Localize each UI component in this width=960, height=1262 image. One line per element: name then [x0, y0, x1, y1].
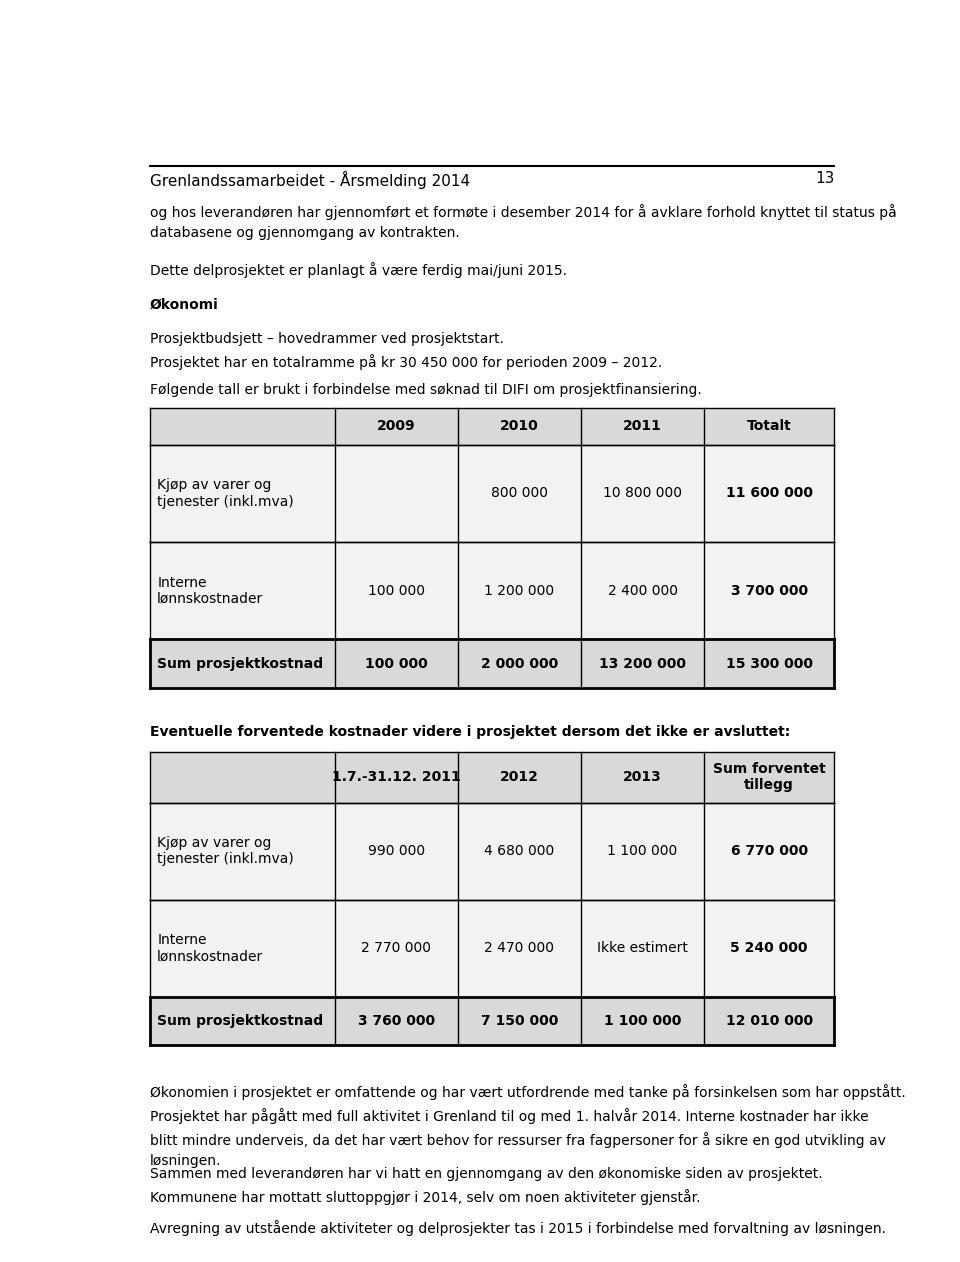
Bar [458, 900, 581, 997]
Bar [458, 408, 581, 445]
Text: 13: 13 [815, 170, 834, 186]
Text: Sum forventet
tillegg: Sum forventet tillegg [713, 762, 826, 793]
Bar [705, 752, 834, 803]
Text: 1 200 000: 1 200 000 [484, 583, 555, 598]
Text: Grenlandssamarbeidet - Årsmelding 2014: Grenlandssamarbeidet - Årsmelding 2014 [150, 170, 469, 189]
Text: 3 700 000: 3 700 000 [731, 583, 807, 598]
Bar [150, 640, 335, 688]
Bar [705, 900, 834, 997]
Text: Kjøp av varer og
tjenester (inkl.mva): Kjøp av varer og tjenester (inkl.mva) [157, 478, 294, 509]
Text: 2012: 2012 [500, 770, 539, 784]
Text: 1 100 000: 1 100 000 [604, 1015, 682, 1029]
Bar [150, 543, 335, 640]
Text: 5 240 000: 5 240 000 [731, 941, 808, 955]
Text: 2 470 000: 2 470 000 [485, 941, 554, 955]
Bar [335, 803, 458, 900]
Text: Økonomien i prosjektet er omfattende og har vært utfordrende med tanke på forsin: Økonomien i prosjektet er omfattende og … [150, 1084, 905, 1169]
Bar [705, 640, 834, 688]
Text: 2009: 2009 [377, 419, 416, 433]
Text: Sammen med leverandøren har vi hatt en gjennomgang av den økonomiske siden av pr: Sammen med leverandøren har vi hatt en g… [150, 1167, 823, 1205]
Text: Dette delprosjektet er planlagt å være ferdig mai/juni 2015.: Dette delprosjektet er planlagt å være f… [150, 262, 566, 278]
Bar [150, 997, 335, 1045]
Text: 990 000: 990 000 [368, 844, 424, 858]
Text: Totalt: Totalt [747, 419, 792, 433]
Bar [581, 445, 705, 543]
Text: 12 010 000: 12 010 000 [726, 1015, 813, 1029]
Bar [335, 640, 458, 688]
Bar [581, 640, 705, 688]
Bar [150, 408, 335, 445]
Text: 7 150 000: 7 150 000 [481, 1015, 558, 1029]
Text: 2 770 000: 2 770 000 [361, 941, 431, 955]
Text: 3 760 000: 3 760 000 [358, 1015, 435, 1029]
Text: 2011: 2011 [623, 419, 662, 433]
Text: Interne
lønnskostnader: Interne lønnskostnader [157, 575, 263, 606]
Text: 100 000: 100 000 [365, 656, 427, 670]
Bar [705, 445, 834, 543]
Bar [581, 997, 705, 1045]
Text: og hos leverandøren har gjennomført et formøte i desember 2014 for å avklare for: og hos leverandøren har gjennomført et f… [150, 204, 897, 241]
Bar [581, 543, 705, 640]
Text: Avregning av utstående aktiviteter og delprosjekter tas i 2015 i forbindelse med: Avregning av utstående aktiviteter og de… [150, 1220, 886, 1237]
Bar [335, 543, 458, 640]
Bar [458, 752, 581, 803]
Text: Prosjektet har en totalramme på kr 30 450 000 for perioden 2009 – 2012.: Prosjektet har en totalramme på kr 30 45… [150, 353, 662, 370]
Bar [150, 900, 335, 997]
Text: Interne
lønnskostnader: Interne lønnskostnader [157, 933, 263, 963]
Bar [335, 408, 458, 445]
Text: Følgende tall er brukt i forbindelse med søknad til DIFI om prosjektfinansiering: Følgende tall er brukt i forbindelse med… [150, 382, 702, 396]
Bar [581, 408, 705, 445]
Text: Prosjektbudsjett – hovedrammer ved prosjektstart.: Prosjektbudsjett – hovedrammer ved prosj… [150, 332, 504, 346]
Text: 15 300 000: 15 300 000 [726, 656, 813, 670]
Bar [150, 803, 335, 900]
Bar [150, 752, 335, 803]
Bar [458, 445, 581, 543]
Bar [458, 803, 581, 900]
Text: 4 680 000: 4 680 000 [484, 844, 555, 858]
Text: 1.7.-31.12. 2011: 1.7.-31.12. 2011 [332, 770, 461, 784]
Bar [705, 543, 834, 640]
Text: 2 400 000: 2 400 000 [608, 583, 678, 598]
Bar [458, 543, 581, 640]
Text: Sum prosjektkostnad: Sum prosjektkostnad [157, 1015, 324, 1029]
Bar [335, 997, 458, 1045]
Text: 6 770 000: 6 770 000 [731, 844, 807, 858]
Bar [705, 803, 834, 900]
Text: Ikke estimert: Ikke estimert [597, 941, 688, 955]
Bar [581, 900, 705, 997]
Text: 1 100 000: 1 100 000 [608, 844, 678, 858]
Bar [335, 752, 458, 803]
Bar [581, 803, 705, 900]
Bar [335, 445, 458, 543]
Text: Sum prosjektkostnad: Sum prosjektkostnad [157, 656, 324, 670]
Bar [705, 408, 834, 445]
Bar [705, 997, 834, 1045]
Text: Kjøp av varer og
tjenester (inkl.mva): Kjøp av varer og tjenester (inkl.mva) [157, 835, 294, 866]
Text: 2 000 000: 2 000 000 [481, 656, 558, 670]
Text: 13 200 000: 13 200 000 [599, 656, 686, 670]
Text: 100 000: 100 000 [368, 583, 424, 598]
Text: 2013: 2013 [623, 770, 662, 784]
Text: 10 800 000: 10 800 000 [603, 486, 683, 501]
Bar [335, 900, 458, 997]
Bar [581, 752, 705, 803]
Bar [458, 640, 581, 688]
Text: 2010: 2010 [500, 419, 539, 433]
Text: Økonomi: Økonomi [150, 298, 219, 312]
Text: 800 000: 800 000 [491, 486, 548, 501]
Text: 11 600 000: 11 600 000 [726, 486, 813, 501]
Text: Eventuelle forventede kostnader videre i prosjektet dersom det ikke er avsluttet: Eventuelle forventede kostnader videre i… [150, 724, 790, 738]
Bar [458, 997, 581, 1045]
Bar [150, 445, 335, 543]
